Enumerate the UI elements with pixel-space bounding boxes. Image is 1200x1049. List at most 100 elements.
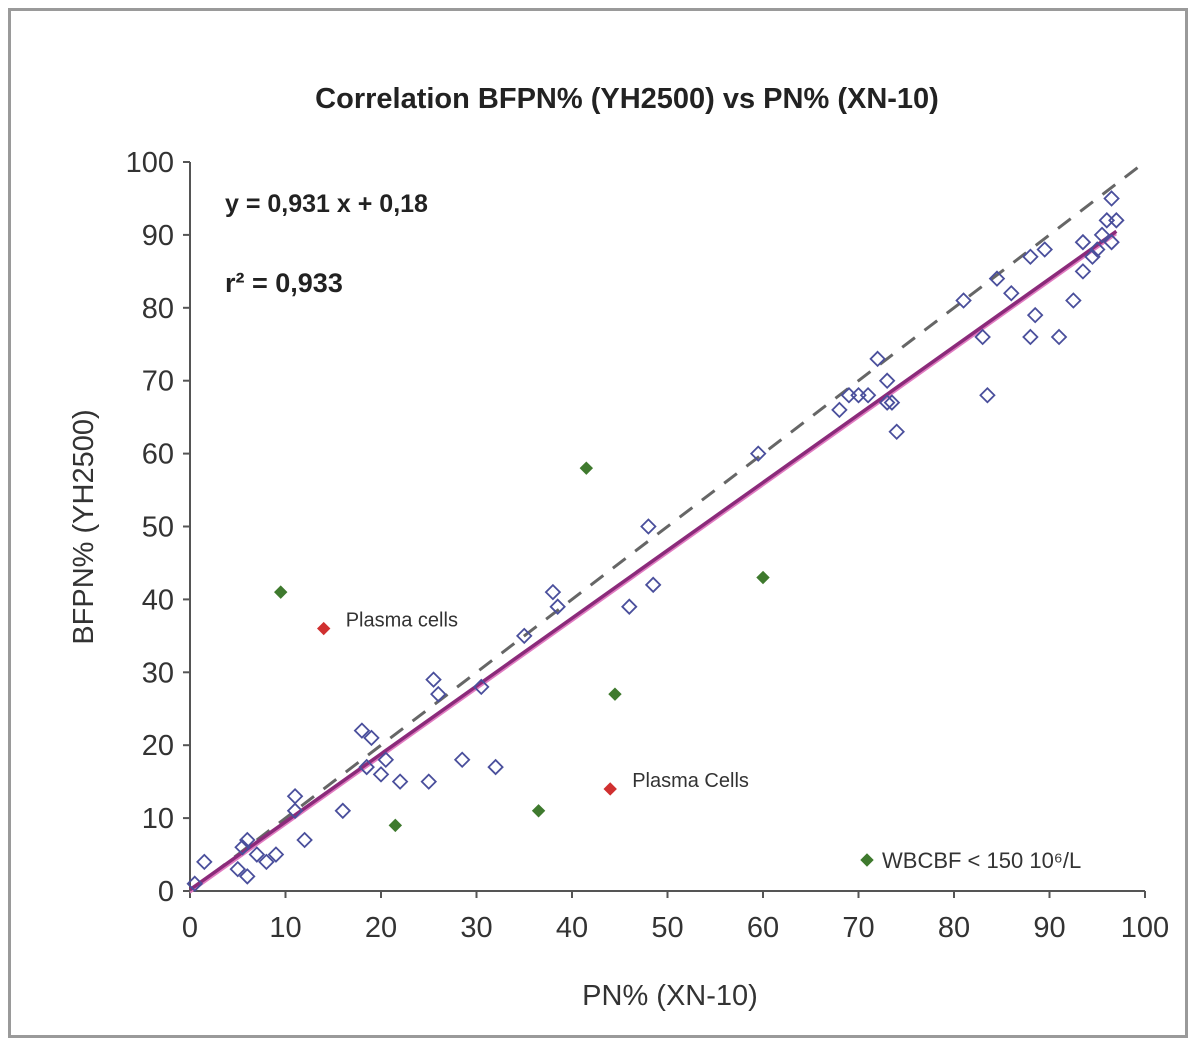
y-tick-label: 0	[158, 876, 174, 908]
open-diamond-point	[229, 860, 247, 878]
filled-diamond-point	[603, 782, 617, 796]
annotation-label: Plasma Cells	[632, 770, 749, 792]
open-diamond-point	[640, 518, 657, 535]
filled-diamond-point	[608, 687, 622, 701]
open-diamond-point	[296, 831, 313, 849]
y-tick-label: 20	[142, 730, 174, 762]
open-diamond-point	[196, 853, 213, 871]
open-diamond-point	[1093, 226, 1111, 244]
open-diamond-point	[878, 372, 896, 389]
open-diamond-point	[391, 773, 409, 790]
annotation-label: Plasma cells	[346, 610, 458, 632]
open-diamond-point	[353, 722, 371, 739]
open-diamond-point	[1036, 241, 1053, 258]
chart-frame	[8, 8, 1188, 1038]
y-tick-label: 100	[126, 147, 174, 179]
open-diamond-point	[544, 583, 562, 601]
filled-diamond-point	[579, 461, 594, 475]
open-diamond-point	[850, 387, 867, 404]
x-axis-label: PN% (XN-10)	[582, 980, 758, 1012]
open-diamond-point	[234, 838, 251, 856]
y-tick-label: 90	[142, 220, 174, 252]
open-diamond-point	[473, 678, 490, 696]
open-diamond-point	[1098, 212, 1116, 229]
open-diamond-point	[267, 846, 285, 863]
open-diamond-point	[239, 868, 256, 885]
open-diamond-point	[334, 802, 352, 820]
open-diamond-point	[1074, 263, 1092, 280]
x-tick-label: 80	[938, 912, 970, 944]
open-diamond-point	[1074, 233, 1092, 251]
open-diamond-point	[363, 729, 380, 747]
open-diamond-point	[955, 292, 972, 309]
filled-diamond-point	[388, 818, 403, 833]
open-diamond-point	[377, 751, 395, 769]
open-diamond-point	[859, 387, 877, 404]
legend-label: WBCBF < 150 10⁶/L	[882, 848, 1081, 873]
x-tick-label: 90	[1033, 912, 1065, 944]
identity-line	[189, 160, 1146, 893]
open-diamond-point	[1065, 292, 1082, 309]
filled-diamond-point	[531, 804, 546, 818]
open-diamond-point	[974, 328, 991, 346]
x-tick-label: 60	[747, 912, 779, 944]
x-tick-label: 10	[269, 912, 301, 944]
y-tick-label: 40	[142, 584, 174, 616]
y-tick-label: 80	[142, 293, 174, 325]
open-diamond-point	[878, 394, 896, 411]
x-tick-label: 20	[365, 912, 397, 944]
y-tick-label: 10	[142, 803, 174, 835]
open-diamond-point	[239, 831, 256, 849]
open-diamond-point	[258, 853, 275, 871]
y-tick-label: 30	[142, 657, 174, 689]
open-diamond-point	[888, 423, 905, 441]
filled-diamond-point	[316, 621, 331, 636]
open-diamond-point	[425, 671, 442, 688]
open-diamond-point	[988, 270, 1006, 287]
open-diamond-point	[1050, 328, 1068, 346]
open-diamond-point	[749, 445, 767, 462]
y-axis-label: BFPN% (YH2500)	[68, 409, 100, 644]
open-diamond-point	[644, 576, 662, 594]
x-tick-label: 70	[842, 912, 874, 944]
chart-title: Correlation BFPN% (YH2500) vs PN% (XN-10…	[315, 83, 939, 115]
open-diamond-point	[1003, 284, 1020, 302]
open-diamond-point	[1022, 328, 1039, 346]
regression-line	[188, 229, 1118, 892]
open-diamond-point	[515, 627, 533, 645]
y-tick-label: 70	[142, 366, 174, 398]
open-diamond-point	[869, 350, 886, 368]
open-diamond-point	[286, 802, 304, 820]
open-diamond-point	[1088, 241, 1106, 258]
x-tick-label: 40	[556, 912, 588, 944]
open-diamond-point	[248, 846, 266, 863]
x-tick-label: 30	[460, 912, 492, 944]
open-diamond-point	[549, 598, 566, 615]
x-tick-label: 50	[651, 912, 683, 944]
filled-diamond-point	[274, 585, 288, 599]
open-diamond-point	[1026, 306, 1044, 324]
open-diamond-point	[621, 598, 638, 615]
regression-equation: y = 0,931 x + 0,18	[225, 190, 428, 218]
y-tick-label: 50	[142, 512, 174, 544]
x-tick-label: 100	[1121, 912, 1169, 944]
open-diamond-point	[883, 394, 901, 411]
open-diamond-point	[286, 787, 304, 805]
y-tick-label: 60	[142, 439, 174, 471]
open-diamond-point	[831, 401, 848, 419]
open-diamond-point	[1022, 248, 1039, 266]
open-diamond-point	[979, 387, 996, 404]
open-diamond-point	[372, 766, 390, 783]
filled-diamond-point	[756, 570, 770, 585]
open-diamond-point	[186, 875, 204, 892]
regression-band-line	[189, 233, 1117, 894]
open-diamond-point	[1084, 248, 1101, 266]
open-diamond-point	[358, 758, 375, 776]
open-diamond-point	[1103, 190, 1120, 207]
open-diamond-point	[1108, 212, 1125, 229]
open-diamond-point	[453, 751, 471, 769]
open-diamond-point	[487, 758, 504, 776]
x-tick-label: 0	[182, 912, 198, 944]
open-diamond-point	[420, 773, 438, 790]
